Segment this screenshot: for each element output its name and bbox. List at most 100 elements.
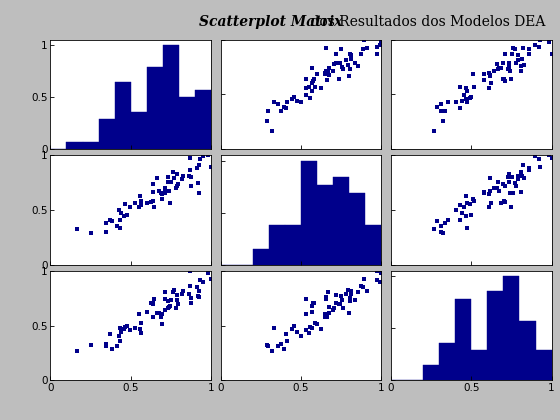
Point — [137, 202, 146, 208]
Point — [149, 300, 158, 307]
Point — [484, 85, 493, 92]
Point — [322, 294, 331, 300]
Point — [433, 104, 442, 111]
Bar — [115, 82, 130, 149]
Bar — [333, 177, 349, 265]
Point — [484, 190, 493, 197]
Point — [289, 323, 298, 329]
Point — [531, 42, 540, 48]
Point — [350, 60, 359, 66]
Point — [433, 218, 442, 225]
Point — [470, 84, 479, 91]
Point — [164, 178, 173, 185]
Point — [282, 98, 291, 105]
Point — [137, 330, 146, 337]
Point — [86, 341, 95, 348]
Point — [130, 200, 139, 206]
Point — [455, 105, 464, 112]
Bar — [269, 225, 285, 265]
Point — [332, 60, 341, 66]
Point — [455, 202, 464, 208]
Point — [489, 185, 498, 192]
Point — [185, 283, 194, 290]
Point — [280, 345, 289, 352]
Point — [338, 63, 347, 70]
Point — [320, 310, 329, 317]
Point — [165, 304, 174, 310]
Bar — [179, 97, 195, 149]
Point — [373, 268, 382, 274]
Point — [186, 299, 195, 306]
Point — [161, 185, 170, 192]
Point — [437, 100, 446, 107]
Point — [293, 328, 302, 335]
Point — [160, 189, 169, 196]
Point — [273, 343, 282, 349]
Bar — [472, 350, 487, 380]
Point — [186, 294, 195, 301]
Point — [194, 287, 203, 294]
Point — [73, 226, 82, 233]
Point — [494, 188, 503, 194]
Point — [143, 200, 152, 206]
Point — [452, 99, 461, 105]
Bar — [439, 343, 455, 380]
Point — [164, 304, 173, 311]
Point — [480, 70, 489, 77]
Point — [455, 84, 464, 91]
Point — [479, 189, 488, 196]
Point — [163, 297, 172, 304]
Point — [307, 302, 316, 309]
Point — [179, 288, 188, 294]
Point — [146, 299, 155, 306]
Point — [377, 39, 386, 45]
Point — [304, 330, 313, 337]
Text: Scatterplot Matrix: Scatterplot Matrix — [199, 15, 342, 29]
Point — [535, 37, 544, 43]
Point — [297, 99, 306, 105]
Point — [148, 189, 157, 196]
Point — [193, 165, 202, 171]
Point — [324, 72, 333, 79]
Point — [535, 164, 544, 171]
Point — [148, 314, 157, 320]
Point — [268, 348, 277, 354]
Point — [322, 296, 331, 302]
Point — [157, 313, 166, 320]
Point — [195, 189, 204, 196]
Point — [466, 94, 475, 100]
Point — [362, 45, 371, 51]
Point — [280, 104, 289, 111]
Point — [466, 212, 475, 218]
Point — [101, 340, 110, 347]
Point — [135, 310, 144, 317]
Bar — [487, 291, 503, 380]
Point — [519, 62, 528, 68]
Point — [157, 190, 166, 197]
Bar — [285, 225, 301, 265]
Point — [185, 173, 194, 180]
Point — [310, 84, 319, 91]
Point — [167, 297, 176, 303]
Point — [470, 197, 479, 204]
Point — [496, 200, 505, 206]
Point — [346, 290, 355, 297]
Point — [310, 76, 319, 82]
Point — [452, 207, 461, 213]
Point — [328, 68, 337, 74]
Point — [301, 296, 310, 302]
Point — [484, 203, 493, 210]
Point — [494, 65, 503, 71]
Point — [458, 98, 467, 105]
Point — [148, 181, 157, 188]
Point — [337, 45, 346, 52]
Point — [480, 190, 489, 197]
Point — [437, 108, 446, 115]
Point — [123, 323, 132, 329]
Point — [503, 66, 512, 73]
Point — [304, 84, 313, 91]
Point — [534, 44, 543, 50]
Point — [461, 85, 470, 92]
Point — [347, 55, 356, 62]
Point — [500, 76, 508, 82]
